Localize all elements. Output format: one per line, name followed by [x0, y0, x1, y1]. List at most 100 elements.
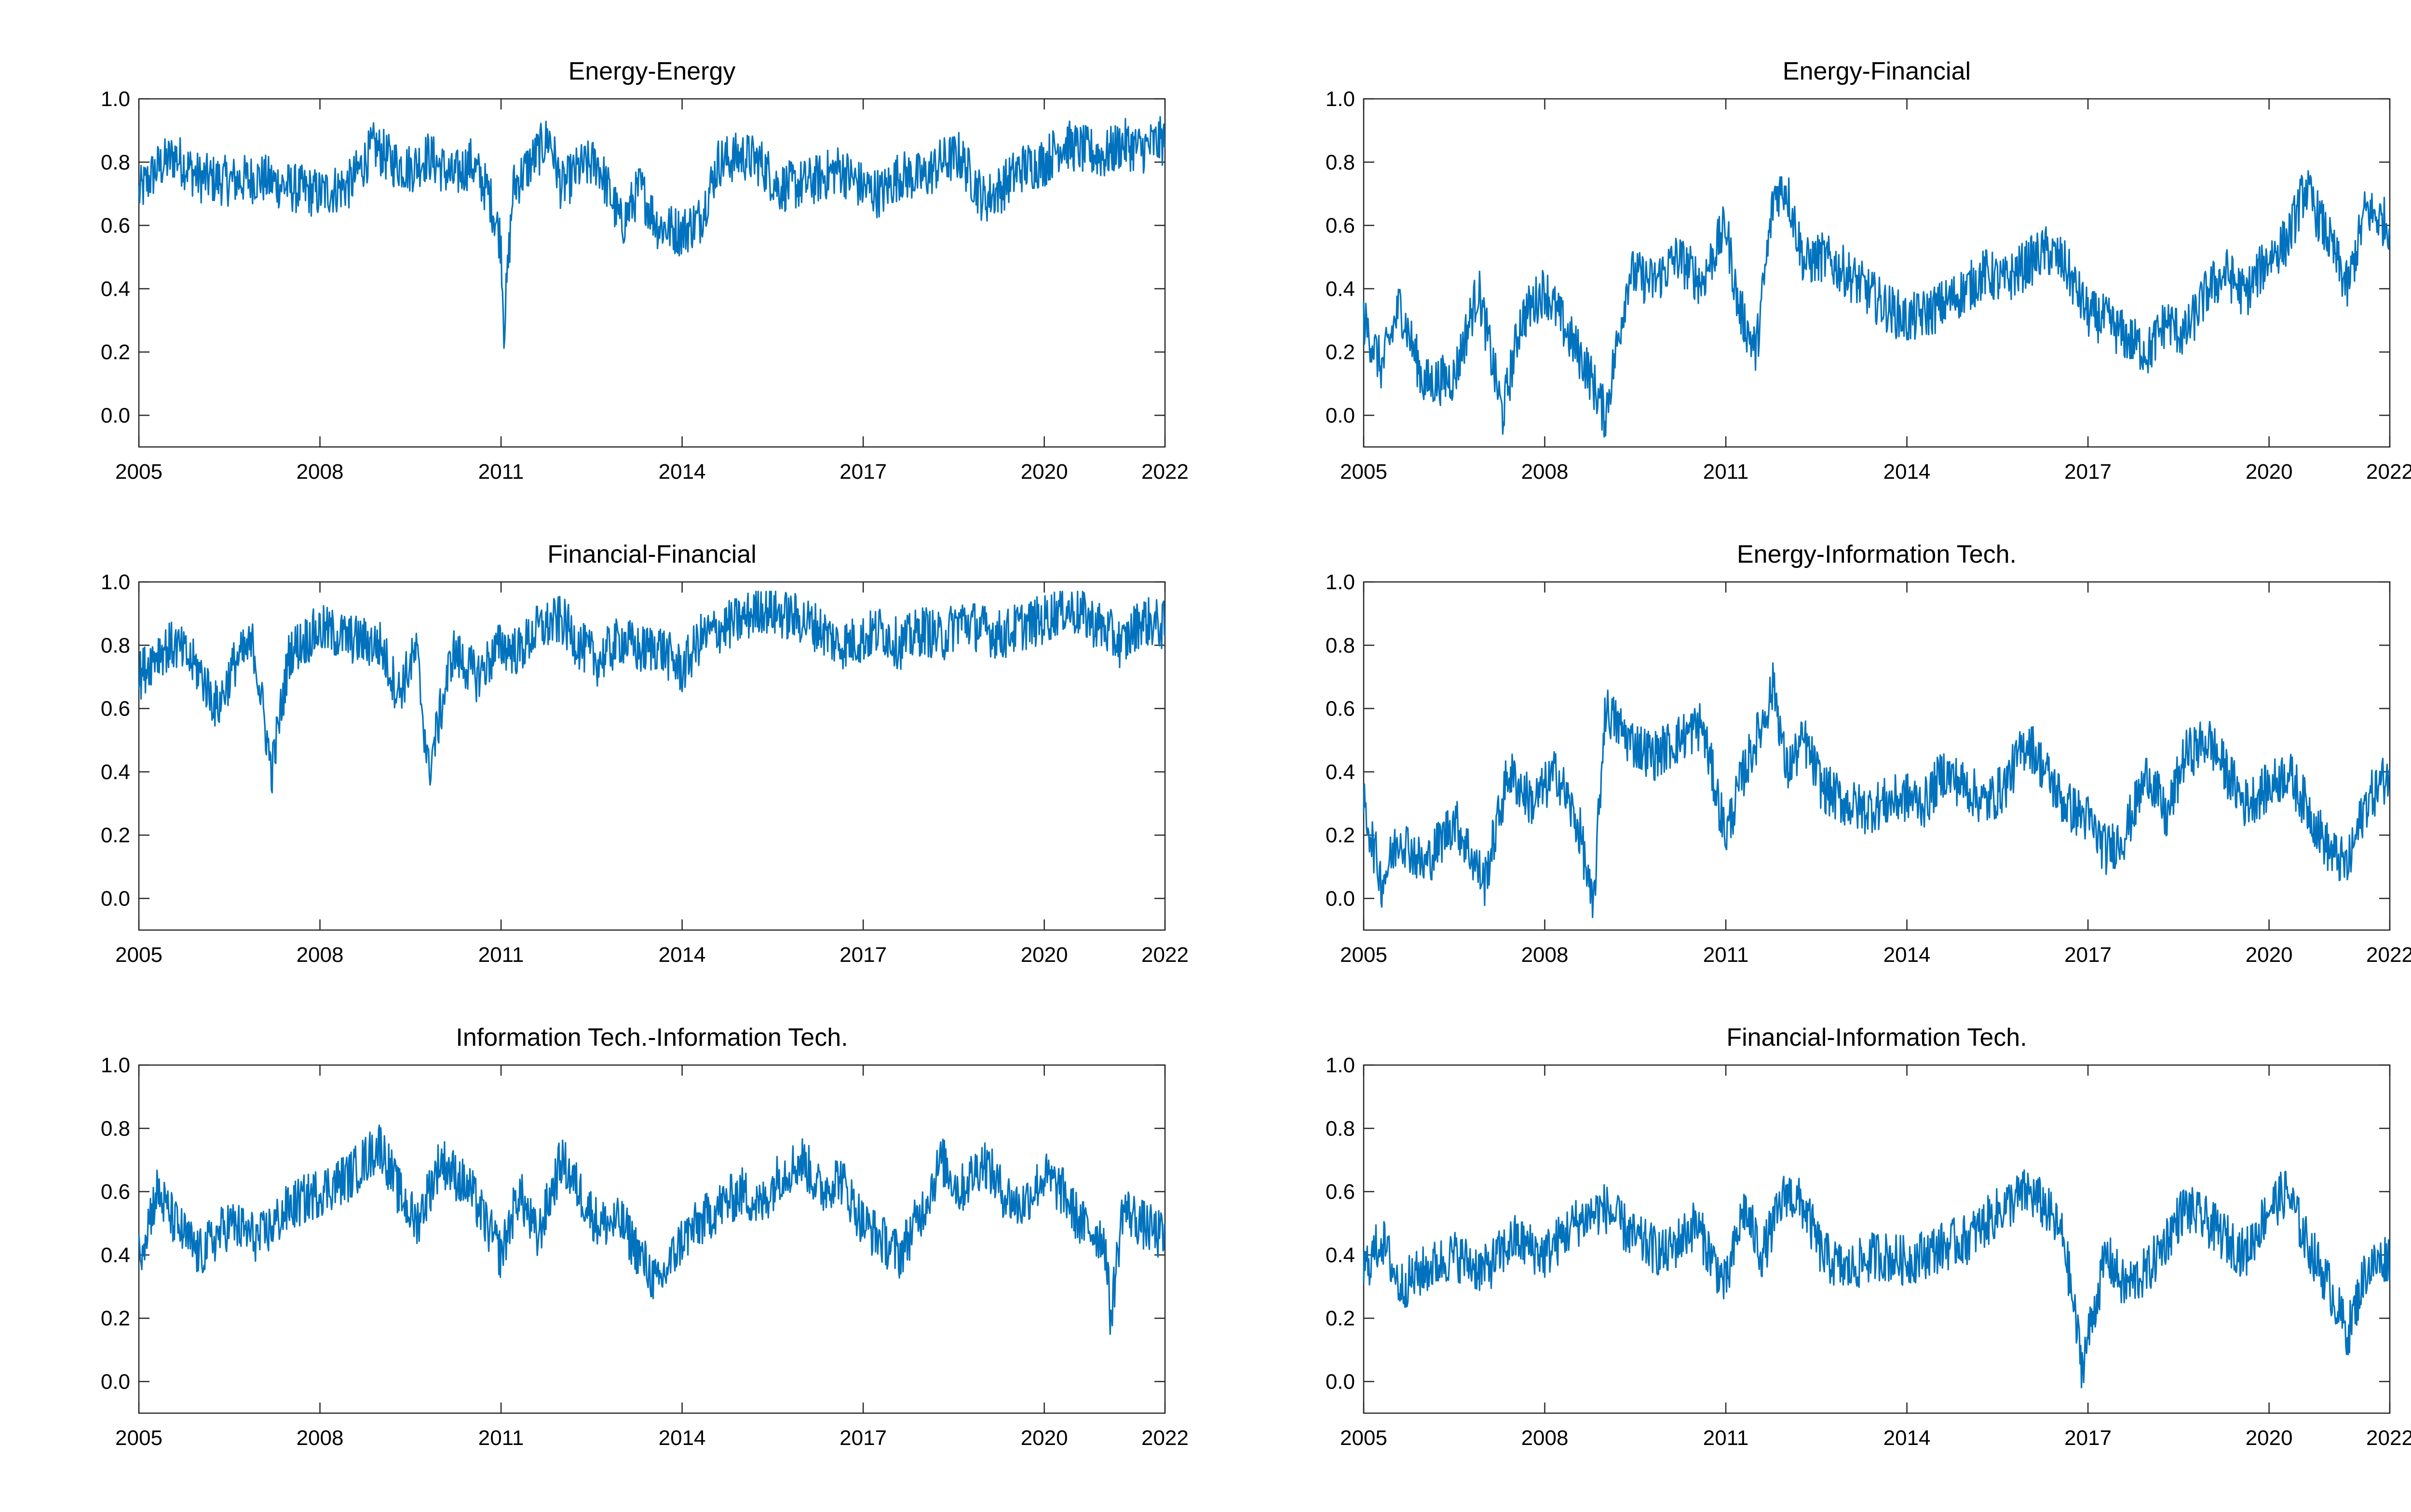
- series-line-1: [1363, 170, 2390, 438]
- axes-frame: [138, 581, 1166, 931]
- y-tick-label: 0.0: [1326, 404, 1355, 427]
- chart-panel-5: Information Tech.-Information Tech. 0.0 0.…: [101, 1024, 1189, 1450]
- x-tick-label: 2011: [478, 460, 524, 484]
- x-tick-label: 2005: [1340, 943, 1387, 967]
- series-line-1: [138, 591, 1165, 794]
- x-tick-label: 2020: [1021, 943, 1068, 967]
- y-tick-label: 0.0: [101, 1370, 130, 1393]
- x-tick-label: 2008: [297, 1426, 344, 1450]
- y-tick-label: 0.8: [101, 1117, 130, 1140]
- x-tick-label: 2022: [2366, 1426, 2411, 1450]
- y-tick-label: 1.0: [101, 570, 130, 594]
- x-tick-label: 2022: [1141, 943, 1189, 967]
- x-tick-label: 2008: [297, 943, 344, 967]
- x-tick-label: 2017: [2064, 1426, 2112, 1450]
- y-tick-label: 0.8: [1326, 634, 1355, 657]
- chart-panel-1: Energy-Energy 0.0 0.2 0.4 0.6 0.8 1.0 2005 2008 2…: [101, 57, 1189, 484]
- x-tick-label: 2011: [1703, 943, 1749, 967]
- axes-frame: [138, 1064, 1166, 1414]
- y-tick-label: 0.4: [101, 277, 130, 301]
- x-tick-label: 2022: [2366, 943, 2411, 967]
- y-tick-label: 0.4: [1326, 760, 1355, 784]
- y-tick-label: 0.0: [101, 887, 130, 910]
- axes-frame: [1363, 98, 2391, 448]
- series-line-1: [1363, 662, 2390, 918]
- x-tick-label: 2011: [1703, 1426, 1749, 1450]
- chart-title: Information Tech.-Information Tech.: [456, 1024, 848, 1052]
- x-tick-label: 2005: [115, 943, 163, 967]
- x-tick-label: 2011: [478, 943, 524, 967]
- y-tick-label: 0.4: [1326, 1243, 1355, 1267]
- chart-panel-4: Energy-Information Tech. 0.0 0.2 0.4 0.6 0.8 1…: [1326, 540, 2411, 967]
- x-tick-label: 2005: [1340, 1426, 1387, 1450]
- x-tick-label: 2020: [2246, 460, 2293, 484]
- y-tick-label: 0.0: [1326, 1370, 1355, 1393]
- y-tick-label: 0.0: [101, 404, 130, 427]
- x-tick-label: 2008: [1521, 943, 1569, 967]
- x-tick-label: 2008: [297, 460, 344, 484]
- x-tick-label: 2014: [1883, 943, 1931, 967]
- axes-frame: [1363, 1064, 2391, 1414]
- y-tick-label: 0.2: [101, 824, 130, 847]
- y-tick-label: 0.4: [1326, 277, 1355, 301]
- x-tick-label: 2020: [1021, 460, 1068, 484]
- chart-title: Energy-Financial: [1783, 57, 1971, 85]
- x-tick-label: 2017: [840, 1426, 887, 1450]
- x-tick-label: 2011: [1703, 460, 1749, 484]
- y-tick-label: 1.0: [1326, 570, 1355, 594]
- chart-title: Financial-Information Tech.: [1726, 1024, 2027, 1052]
- chart-title: Financial-Financial: [547, 540, 757, 568]
- x-tick-label: 2022: [1141, 460, 1189, 484]
- y-tick-label: 0.2: [1326, 824, 1355, 847]
- x-tick-label: 2017: [2064, 943, 2112, 967]
- y-tick-label: 0.4: [101, 1243, 130, 1267]
- y-tick-label: 0.6: [1326, 1180, 1355, 1204]
- y-tick-label: 0.8: [101, 634, 130, 657]
- y-tick-label: 0.6: [1326, 697, 1355, 721]
- y-tick-label: 0.8: [1326, 1117, 1355, 1140]
- x-tick-label: 2014: [1883, 460, 1931, 484]
- chart-panel-6: Financial-Information Tech. 0.0 0.2 0.4 0.6 0…: [1326, 1024, 2411, 1450]
- series-line-1: [138, 116, 1165, 349]
- y-tick-label: 1.0: [1326, 1053, 1355, 1077]
- x-tick-label: 2014: [1883, 1426, 1931, 1450]
- x-tick-label: 2005: [115, 460, 163, 484]
- x-tick-label: 2017: [840, 460, 887, 484]
- y-tick-label: 0.8: [1326, 150, 1355, 174]
- x-tick-label: 2022: [1141, 1426, 1189, 1450]
- y-tick-label: 0.6: [1326, 214, 1355, 238]
- x-tick-label: 2017: [2064, 460, 2112, 484]
- y-tick-label: 0.6: [101, 697, 130, 721]
- x-tick-label: 2014: [659, 460, 706, 484]
- x-tick-label: 2005: [1340, 460, 1387, 484]
- x-tick-label: 2022: [2366, 460, 2411, 484]
- y-tick-label: 0.8: [101, 150, 130, 174]
- y-tick-label: 0.2: [1326, 1307, 1355, 1330]
- x-tick-label: 2014: [659, 1426, 706, 1450]
- x-tick-label: 2020: [2246, 943, 2293, 967]
- x-tick-label: 2008: [1521, 1426, 1569, 1450]
- x-tick-label: 2017: [840, 943, 887, 967]
- chart-title: Energy-Information Tech.: [1737, 540, 2017, 568]
- y-tick-label: 1.0: [101, 87, 130, 111]
- y-tick-label: 0.2: [101, 340, 130, 364]
- axes-frame: [1363, 581, 2391, 931]
- chart-panel-2: Energy-Financial 0.0 0.2 0.4 0.6 0.8 1.0 2005 20…: [1326, 57, 2411, 484]
- y-tick-label: 0.2: [101, 1307, 130, 1330]
- y-tick-label: 0.0: [1326, 887, 1355, 910]
- y-tick-label: 0.6: [101, 1180, 130, 1204]
- chart-panel-3: Financial-Financial 0.0 0.2 0.4 0.6 0.8 1.0 200…: [101, 540, 1189, 967]
- y-tick-label: 0.6: [101, 214, 130, 238]
- axes-frame: [138, 98, 1166, 448]
- y-tick-label: 0.4: [101, 760, 130, 784]
- x-tick-label: 2005: [115, 1426, 163, 1450]
- x-tick-label: 2020: [2246, 1426, 2293, 1450]
- x-tick-label: 2014: [659, 943, 706, 967]
- x-tick-label: 2008: [1521, 460, 1569, 484]
- y-tick-label: 0.2: [1326, 340, 1355, 364]
- series-line-1: [1363, 1169, 2390, 1389]
- series-line-1: [138, 1124, 1165, 1335]
- x-tick-label: 2011: [478, 1426, 524, 1450]
- y-tick-label: 1.0: [1326, 87, 1355, 111]
